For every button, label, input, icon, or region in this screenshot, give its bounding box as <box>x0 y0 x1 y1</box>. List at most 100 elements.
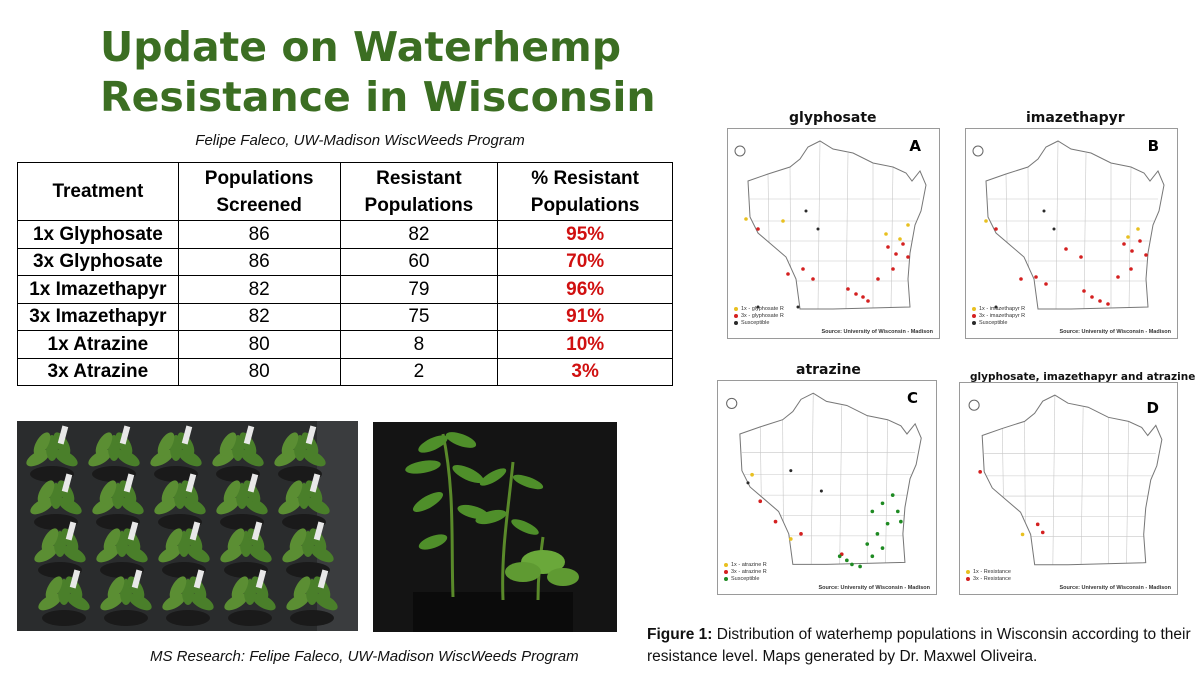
legend-1x: 1x - atrazine R <box>724 562 767 569</box>
cell-treatment: 1x Glyphosate <box>17 220 179 249</box>
table-row: 1x Atrazine 80 8 10% <box>17 330 673 359</box>
map-letter: C <box>906 389 918 407</box>
map-title-combined: glyphosate, imazethapyr and atrazine <box>970 371 1196 383</box>
dot-3x <box>978 470 982 474</box>
page-title: Update on Waterhemp Resistance in Wiscon… <box>100 22 660 122</box>
population-dots <box>746 469 903 569</box>
map-title-glyphosate: glyphosate <box>789 110 877 126</box>
dot-susceptible <box>994 305 998 309</box>
dot-3x <box>1122 242 1126 246</box>
header-percent-resistant: % Resistant Populations <box>497 162 673 221</box>
dot-susceptible <box>890 493 895 497</box>
dot-1x <box>1136 227 1140 231</box>
seedling-plant <box>224 569 276 626</box>
author-subtitle: Felipe Faleco, UW-Madison WiscWeeds Prog… <box>195 132 525 149</box>
compass-icon <box>734 145 746 157</box>
map-panel-imazethapyr: B 1x - imazethapyr R 3x - imazethapyr R … <box>965 128 1178 339</box>
dot-3x <box>801 267 805 271</box>
map-panel-atrazine: C 1x - atrazine R 3x - atrazine R Suscep… <box>717 380 937 595</box>
dot-3x <box>906 255 910 259</box>
dot-1x <box>750 472 754 477</box>
map-letter: B <box>1147 137 1159 155</box>
dot-3x <box>1090 295 1094 299</box>
dot-susceptible <box>796 305 800 309</box>
dot-3x <box>854 292 858 296</box>
dot-susceptible <box>746 481 750 485</box>
cell-percent: 70% <box>497 247 673 276</box>
resistance-table: Treatment Populations Screened Resistant P… <box>17 162 673 386</box>
dot-3x <box>1082 289 1086 293</box>
table-row: 1x Imazethapyr 82 79 96% <box>17 275 673 304</box>
dot-3x <box>1064 247 1068 251</box>
cell-percent: 91% <box>497 302 673 331</box>
cell-percent: 95% <box>497 220 673 249</box>
legend-susceptible: Susceptible <box>734 320 784 327</box>
mature-plants-illustration <box>373 422 617 632</box>
map-source: Source: University of Wisconsin - Madiso… <box>1059 329 1172 335</box>
dot-1x <box>898 237 902 241</box>
dot-susceptible <box>885 521 890 526</box>
dot-3x <box>756 227 760 231</box>
dot-1x <box>884 232 888 236</box>
dot-susceptible <box>899 519 903 524</box>
dot-1x <box>1126 235 1130 239</box>
dot-susceptible <box>870 509 875 514</box>
seedling-plant <box>278 473 330 530</box>
header-resistant-populations: Resistant Populations <box>339 162 499 221</box>
dot-susceptible <box>819 489 823 493</box>
seedling-plant <box>216 473 268 530</box>
dot-susceptible <box>880 546 885 550</box>
seedling-plant <box>88 425 140 482</box>
dot-3x <box>1040 530 1045 535</box>
table-row: 3x Atrazine 80 2 3% <box>17 357 673 386</box>
cell-treatment: 1x Atrazine <box>17 330 179 359</box>
dot-susceptible <box>789 469 793 473</box>
dot-3x <box>1035 522 1040 527</box>
cell-screened: 82 <box>177 275 341 304</box>
dot-1x <box>1020 532 1025 537</box>
cell-treatment: 3x Imazethapyr <box>17 302 179 331</box>
dot-3x <box>1079 255 1083 259</box>
dot-3x <box>846 287 850 291</box>
cell-screened: 80 <box>177 330 341 359</box>
table-row: 3x Glyphosate 86 60 70% <box>17 247 673 276</box>
dot-3x <box>811 277 815 281</box>
table-row: 1x Glyphosate 86 82 95% <box>17 220 673 249</box>
dot-1x <box>788 537 793 541</box>
legend-1x: 1x - imazethapyr R <box>972 306 1025 313</box>
seedling-tray-photo <box>17 421 358 631</box>
dot-susceptible <box>880 501 885 506</box>
wisconsin-outline <box>739 392 922 565</box>
map-source: Source: University of Wisconsin - Madiso… <box>1059 585 1172 591</box>
map-panel-glyphosate: A 1x - glyphosate R 3x - glyphosate R Su… <box>727 128 940 339</box>
population-dots <box>984 209 1148 309</box>
figure-label: Figure 1: <box>647 626 713 643</box>
legend-1x: 1x - glyphosate R <box>734 306 784 313</box>
cell-resistant: 2 <box>339 357 499 386</box>
dot-3x <box>1106 302 1110 306</box>
dot-3x <box>1144 253 1148 257</box>
map-panel-combined: D 1x - Resistance 3x - Resistance Source… <box>959 382 1178 595</box>
dot-susceptible <box>875 532 880 536</box>
dot-susceptible <box>1052 227 1056 231</box>
seedling-plant <box>30 473 82 530</box>
legend-3x: 3x - Resistance <box>966 576 1011 583</box>
seedling-plant <box>158 521 210 578</box>
cell-percent: 3% <box>497 357 673 386</box>
seedling-plant <box>286 569 338 626</box>
dot-susceptible <box>858 564 862 569</box>
dot-3x <box>894 252 898 256</box>
seedling-plant <box>282 521 334 578</box>
seedling-plant <box>274 425 326 482</box>
dot-3x <box>1138 239 1142 243</box>
cell-resistant: 79 <box>339 275 499 304</box>
legend-3x: 3x - imazethapyr R <box>972 313 1025 320</box>
legend-3x: 3x - glyphosate R <box>734 313 784 320</box>
wisconsin-outline <box>747 140 927 310</box>
map-letter: A <box>909 137 921 155</box>
figure-caption: Figure 1: Distribution of waterhemp popu… <box>647 624 1197 668</box>
dot-3x <box>891 267 895 271</box>
compass-icon <box>972 145 984 157</box>
map-legend: 1x - Resistance 3x - Resistance <box>966 569 1011 583</box>
cell-treatment: 3x Atrazine <box>17 357 179 386</box>
